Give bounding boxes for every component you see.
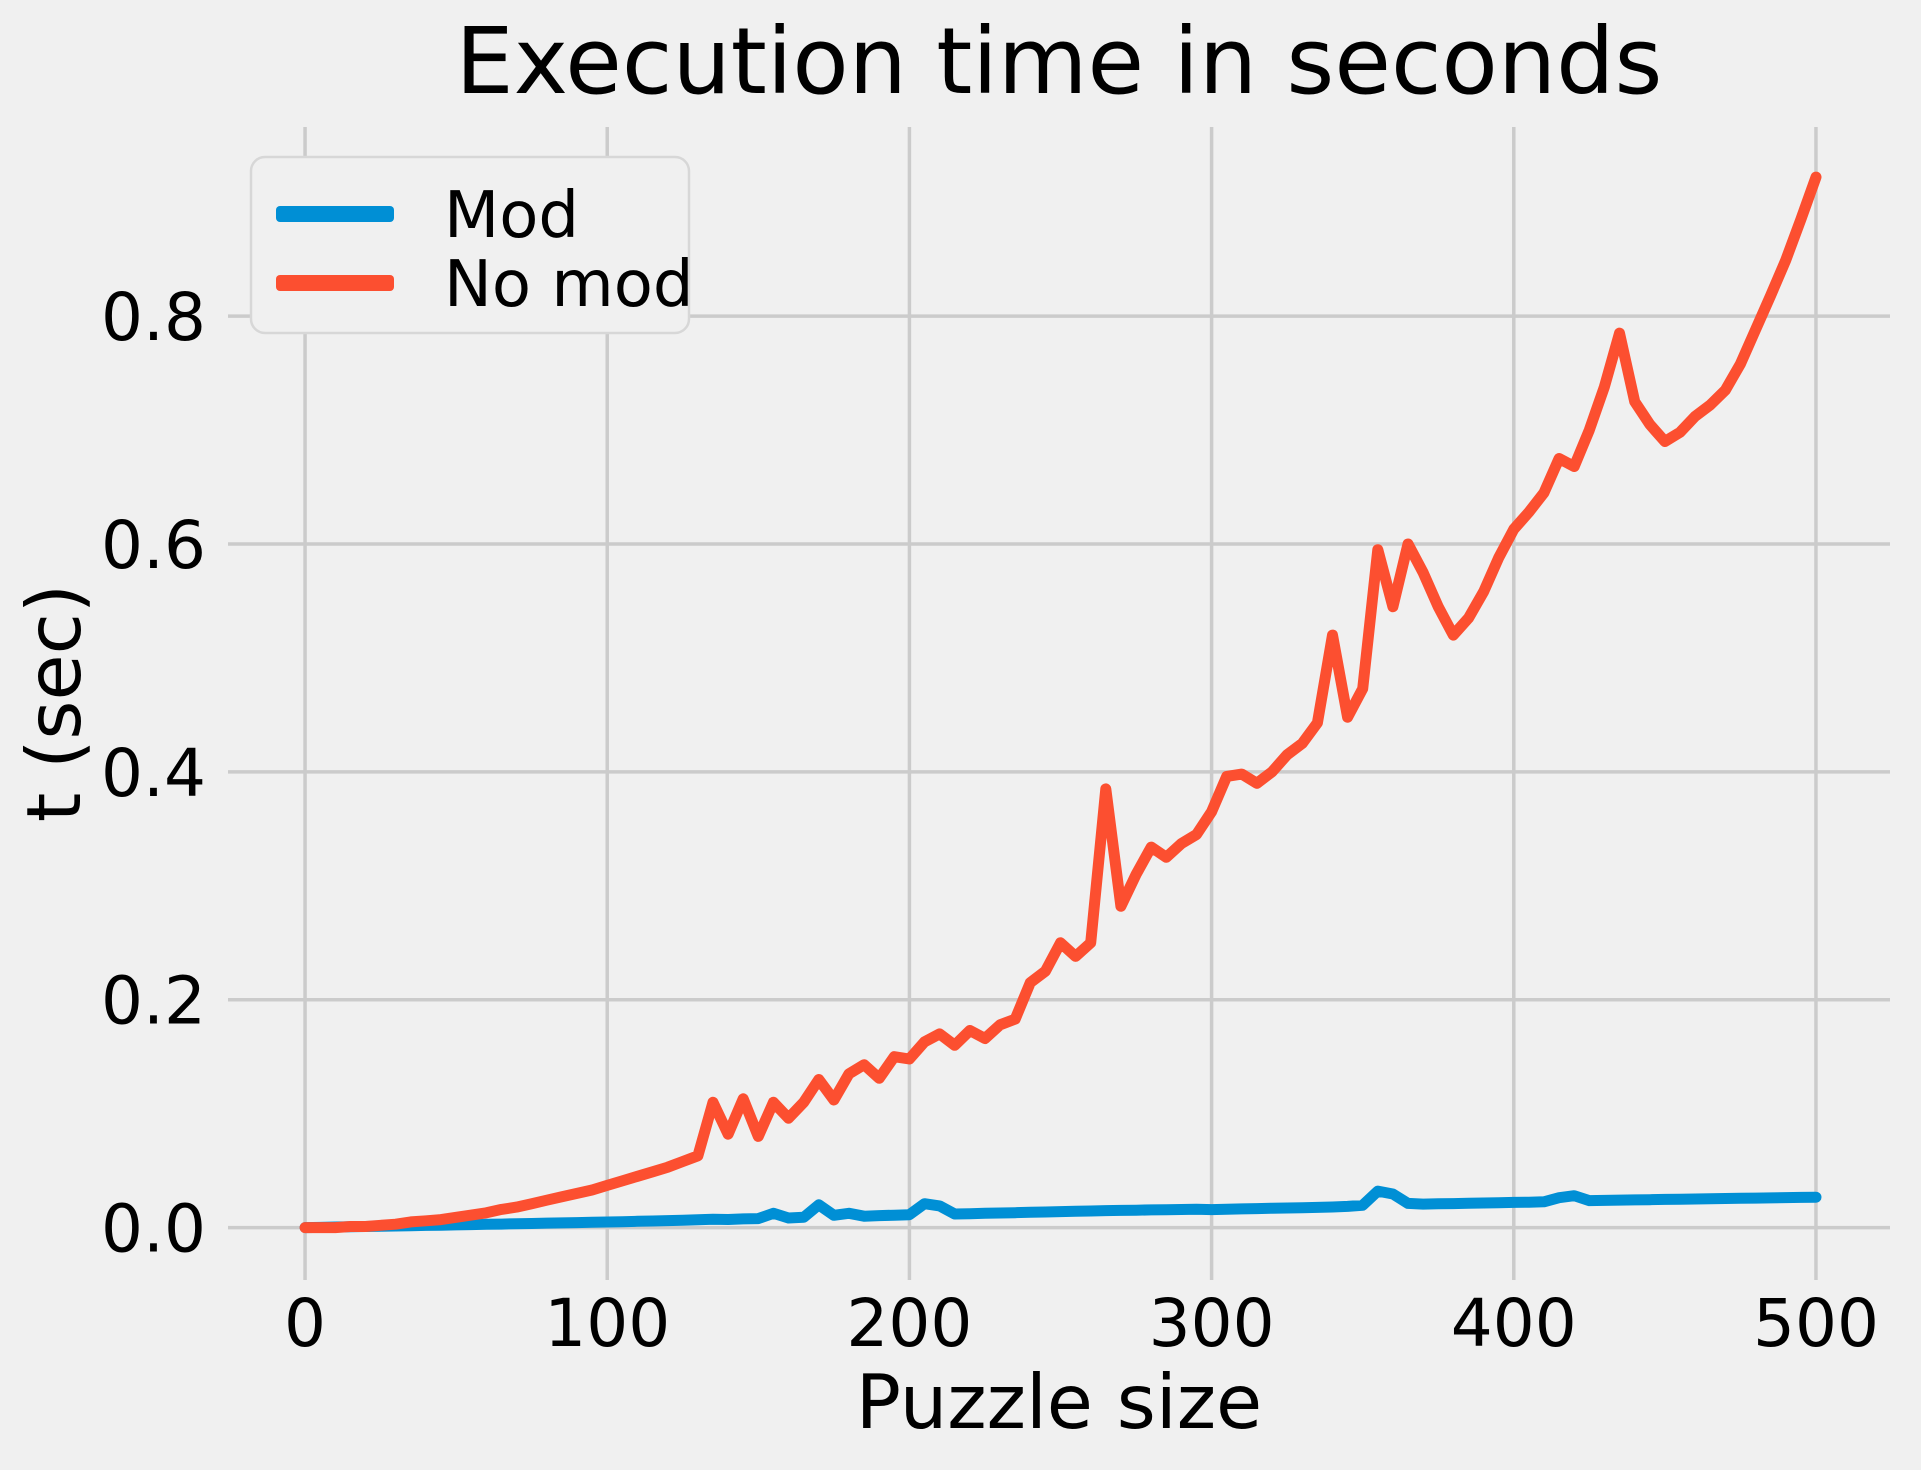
y-tick-label: 0.4 [101, 735, 206, 812]
x-tick-label: 0 [284, 1285, 326, 1362]
plot-series [299, 171, 1822, 1234]
series-line-no-mod [299, 171, 1822, 1234]
chart-title: Execution time in seconds [456, 8, 1663, 115]
y-axis-label: t (sec) [10, 584, 98, 822]
y-tick-label: 0.2 [101, 963, 206, 1040]
x-tick-label: 300 [1149, 1285, 1275, 1362]
x-tick-labels: 0 100 200 300 400 500 [284, 1285, 1879, 1362]
legend-label-mod: Mod [444, 179, 579, 253]
legend: Mod No mod [249, 155, 694, 335]
x-tick-label: 100 [544, 1285, 670, 1362]
x-axis-label: Puzzle size [856, 1358, 1262, 1446]
x-tick-label: 400 [1451, 1285, 1577, 1362]
legend-swatch-no-mod [276, 275, 394, 291]
legend-swatch-mod [276, 206, 394, 222]
x-tick-label: 200 [846, 1285, 972, 1362]
legend-label-no-mod: No mod [444, 248, 694, 322]
y-tick-label: 0.6 [101, 507, 206, 584]
gridlines [228, 127, 1890, 1280]
x-tick-label: 500 [1753, 1285, 1879, 1362]
y-tick-labels: 0.0 0.2 0.4 0.6 0.8 [101, 279, 206, 1267]
series-line-mod [299, 1185, 1822, 1234]
y-tick-label: 0.8 [101, 279, 206, 356]
y-tick-label: 0.0 [101, 1191, 206, 1268]
